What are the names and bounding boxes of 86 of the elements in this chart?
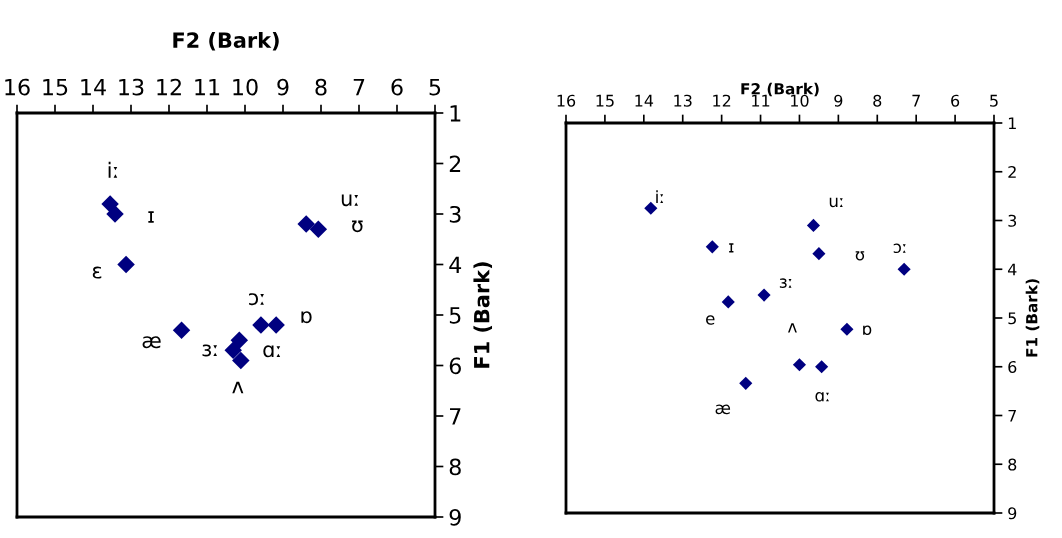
x-tick-label: 16 — [5, 78, 30, 96]
annotation: iː — [656, 190, 664, 203]
annotation: æ — [715, 404, 731, 415]
annotation: ɑː — [815, 392, 829, 402]
annotation: ɪ — [148, 211, 154, 223]
point — [705, 240, 719, 254]
annotation: ɜː — [779, 278, 792, 288]
x-tick-label: 15 — [43, 78, 68, 96]
annotation: ɪ — [729, 243, 734, 253]
point — [644, 201, 658, 215]
annotation: æ — [142, 336, 161, 349]
annotation: ɛ — [92, 266, 102, 279]
x-tick-label: 9 — [834, 94, 843, 107]
annotation: ɒ — [863, 325, 872, 336]
x-tick-label: 13 — [674, 94, 692, 107]
x-tick-label: 14 — [635, 94, 654, 107]
annotation: ɒ — [301, 311, 312, 324]
point — [812, 247, 826, 261]
x-tick-label: 7 — [353, 78, 365, 96]
annotation: ɔː — [249, 293, 264, 306]
y-tick-label: 2 — [1008, 165, 1016, 178]
y-tick-label: 6 — [1008, 360, 1017, 374]
x-tick-label: 12 — [157, 78, 181, 96]
point — [757, 288, 771, 302]
x-tick-label: 9 — [277, 78, 289, 96]
x-tick-label: 13 — [119, 78, 144, 96]
x-tick-label: 6 — [391, 78, 403, 96]
annotation: e — [706, 315, 715, 325]
point — [309, 220, 328, 238]
point — [224, 341, 242, 360]
point — [267, 316, 285, 334]
point — [739, 376, 753, 390]
y-tick-label: 8 — [449, 458, 461, 476]
y-tick-label: 9 — [449, 508, 461, 526]
annotation: ɜː — [202, 344, 218, 357]
point — [840, 322, 854, 336]
y-tick-label: 1 — [450, 105, 461, 122]
x-tick-label: 5 — [990, 94, 998, 107]
annotation: iː — [108, 161, 118, 178]
y-tick-label: 5 — [449, 307, 461, 324]
y-tick-label: 2 — [449, 155, 461, 172]
x-axis-title: F2 (Bark) — [173, 31, 279, 51]
x-tick-label: 12 — [713, 94, 731, 107]
x-tick-label: 15 — [596, 94, 614, 107]
y-tick-label: 9 — [1008, 507, 1017, 520]
x-tick-label: 5 — [429, 78, 441, 96]
point — [897, 262, 911, 276]
x-tick-label: 16 — [557, 94, 576, 107]
y-tick-label: 4 — [449, 256, 462, 273]
point — [232, 351, 250, 370]
y-tick-label: 1 — [1008, 117, 1016, 130]
annotation: ʌ — [788, 323, 797, 333]
annotation: ɔː — [893, 243, 906, 254]
point — [230, 331, 249, 349]
annotation: ʌ — [232, 381, 244, 394]
point — [117, 255, 135, 274]
point — [806, 218, 821, 232]
point — [815, 360, 829, 374]
y-tick-label: 8 — [1008, 458, 1017, 471]
annotation: ʊ — [855, 251, 865, 261]
y-axis-title: F1 (Bark) — [1025, 279, 1040, 357]
point — [721, 295, 735, 309]
annotation: ʊ — [352, 220, 363, 233]
annotation: uː — [829, 197, 843, 208]
x-tick-label: 7 — [912, 94, 920, 107]
y-tick-label: 3 — [449, 205, 461, 223]
y-tick-label: 7 — [1008, 409, 1016, 422]
point — [106, 205, 124, 223]
x-tick-label: 6 — [951, 94, 960, 107]
x-tick-label: 14 — [81, 78, 106, 96]
x-tick-label: 8 — [873, 94, 882, 107]
x-tick-label: 11 — [195, 78, 220, 96]
point — [792, 358, 807, 372]
point — [297, 215, 315, 233]
y-tick-label: 4 — [1007, 263, 1017, 276]
y-tick-label: 6 — [449, 357, 461, 375]
y-tick-label: 3 — [1008, 214, 1017, 227]
annotation: uː — [341, 194, 359, 207]
x-tick-label: 10 — [233, 78, 258, 96]
y-tick-label: 7 — [450, 408, 461, 425]
x-tick-label: 8 — [315, 78, 327, 96]
y-axis-title: F1 (Bark) — [473, 262, 493, 368]
point — [172, 321, 191, 339]
point — [252, 316, 270, 334]
annotation: ɑː — [263, 345, 281, 358]
y-tick-label: 5 — [1008, 312, 1016, 325]
